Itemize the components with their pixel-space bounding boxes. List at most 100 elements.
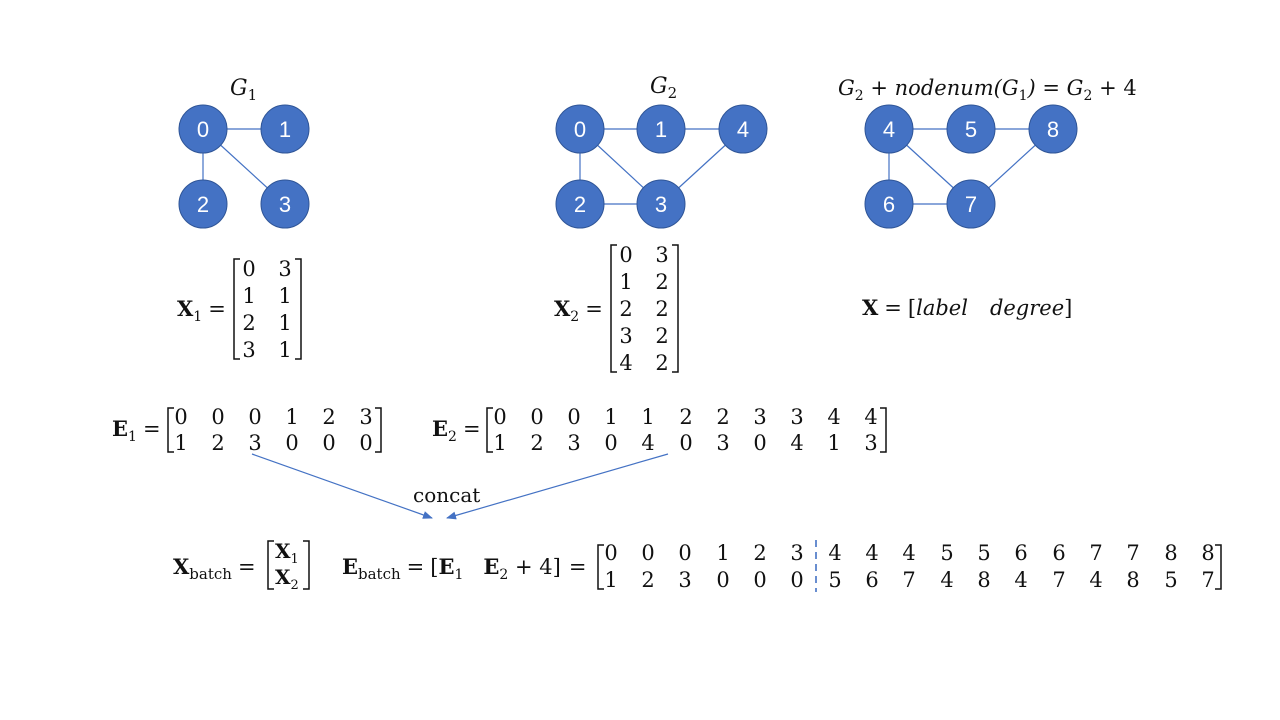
x-definition: X = [label degree] xyxy=(862,295,1072,320)
node-g2-3: 3 xyxy=(636,179,686,229)
svg-text:8: 8 xyxy=(1201,541,1214,565)
node-g2-0: 0 xyxy=(555,104,605,154)
matrix-xbatch-name: Xbatch = xyxy=(173,554,256,583)
node-g2-4: 4 xyxy=(718,104,768,154)
svg-text:0: 0 xyxy=(604,431,617,455)
matrix-xbatch: Xbatch = X1 X2 xyxy=(173,539,310,593)
svg-text:4: 4 xyxy=(864,405,877,429)
svg-text:2: 2 xyxy=(655,324,668,348)
svg-text:0: 0 xyxy=(619,243,632,267)
matrix-xbatch-bracket-right xyxy=(303,540,310,590)
svg-text:1: 1 xyxy=(827,431,840,455)
graph-g2-label: G2 xyxy=(650,74,677,102)
svg-text:7: 7 xyxy=(965,192,977,217)
svg-text:6: 6 xyxy=(1052,541,1065,565)
svg-text:1: 1 xyxy=(278,284,291,308)
node-g2-2: 2 xyxy=(555,179,605,229)
svg-text:8: 8 xyxy=(1047,117,1059,142)
svg-text:5: 5 xyxy=(940,541,953,565)
svg-text:4: 4 xyxy=(883,117,895,142)
graph-g2-shifted-label: G2 + nodenum(G1) = G2 + 4 xyxy=(838,76,1137,104)
svg-text:2: 2 xyxy=(655,297,668,321)
node-g1-1: 1 xyxy=(260,104,310,154)
svg-text:2: 2 xyxy=(641,568,654,592)
svg-text:3: 3 xyxy=(864,431,877,455)
svg-text:1: 1 xyxy=(641,405,654,429)
matrix-x2-name: X2 = xyxy=(554,296,603,325)
svg-text:0: 0 xyxy=(753,568,766,592)
svg-text:0: 0 xyxy=(174,405,187,429)
svg-text:0: 0 xyxy=(242,257,255,281)
node-g3-5: 5 xyxy=(946,104,996,154)
svg-text:3: 3 xyxy=(279,192,291,217)
matrix-e2-bracket-right xyxy=(880,407,887,453)
svg-text:2: 2 xyxy=(242,311,255,335)
svg-text:7: 7 xyxy=(1126,541,1139,565)
matrix-x1-name: X1 = xyxy=(177,296,226,325)
svg-text:5: 5 xyxy=(977,541,990,565)
svg-text:6: 6 xyxy=(1014,541,1027,565)
svg-text:0: 0 xyxy=(679,431,692,455)
svg-text:1: 1 xyxy=(279,117,291,142)
svg-text:2: 2 xyxy=(655,270,668,294)
svg-text:4: 4 xyxy=(1014,568,1027,592)
svg-text:2: 2 xyxy=(211,431,224,455)
svg-text:3: 3 xyxy=(790,541,803,565)
svg-text:1: 1 xyxy=(278,311,291,335)
svg-text:4: 4 xyxy=(619,351,632,375)
svg-text:3: 3 xyxy=(248,431,261,455)
node-g1-2: 2 xyxy=(178,179,228,229)
svg-text:2: 2 xyxy=(619,297,632,321)
svg-text:0: 0 xyxy=(567,405,580,429)
svg-text:0: 0 xyxy=(574,117,586,142)
svg-text:1: 1 xyxy=(655,117,667,142)
svg-text:1: 1 xyxy=(604,568,617,592)
svg-text:8: 8 xyxy=(1164,541,1177,565)
svg-text:0: 0 xyxy=(248,405,261,429)
svg-text:0: 0 xyxy=(493,405,506,429)
graph-g1-label: G1 xyxy=(230,76,257,104)
svg-text:4: 4 xyxy=(865,541,878,565)
svg-text:7: 7 xyxy=(1201,568,1214,592)
svg-text:0: 0 xyxy=(322,431,335,455)
svg-text:0: 0 xyxy=(604,541,617,565)
concat-arrows: concat xyxy=(251,453,669,520)
graph-g2-shifted: G2 + nodenum(G1) = G2 + 4 4 5 8 6 7 xyxy=(838,76,1137,229)
svg-text:6: 6 xyxy=(883,192,895,217)
node-g3-8: 8 xyxy=(1028,104,1078,154)
matrix-e1-bracket-right xyxy=(375,407,382,453)
svg-text:0: 0 xyxy=(641,541,654,565)
svg-text:5: 5 xyxy=(965,117,977,142)
svg-text:1: 1 xyxy=(278,338,291,362)
svg-text:1: 1 xyxy=(716,541,729,565)
svg-text:0: 0 xyxy=(285,431,298,455)
node-g3-4: 4 xyxy=(864,104,914,154)
svg-text:0: 0 xyxy=(197,117,209,142)
matrix-e1-bracket-left xyxy=(167,407,174,453)
svg-text:4: 4 xyxy=(641,431,654,455)
svg-text:4: 4 xyxy=(902,541,915,565)
matrix-ebatch-bracket-left xyxy=(597,544,604,590)
svg-text:3: 3 xyxy=(655,192,667,217)
matrix-ebatch-bracket-right xyxy=(1215,544,1222,590)
svg-text:3: 3 xyxy=(567,431,580,455)
matrix-x2-bracket-right xyxy=(672,244,679,373)
svg-text:0: 0 xyxy=(716,568,729,592)
svg-text:0: 0 xyxy=(753,431,766,455)
svg-text:3: 3 xyxy=(655,243,668,267)
svg-text:3: 3 xyxy=(242,338,255,362)
svg-text:1: 1 xyxy=(604,405,617,429)
svg-text:4: 4 xyxy=(1089,568,1102,592)
matrix-ebatch-name: Ebatch = [E1 E2 + 4] = xyxy=(342,554,586,583)
svg-text:X2: X2 xyxy=(275,565,299,593)
svg-text:6: 6 xyxy=(865,568,878,592)
